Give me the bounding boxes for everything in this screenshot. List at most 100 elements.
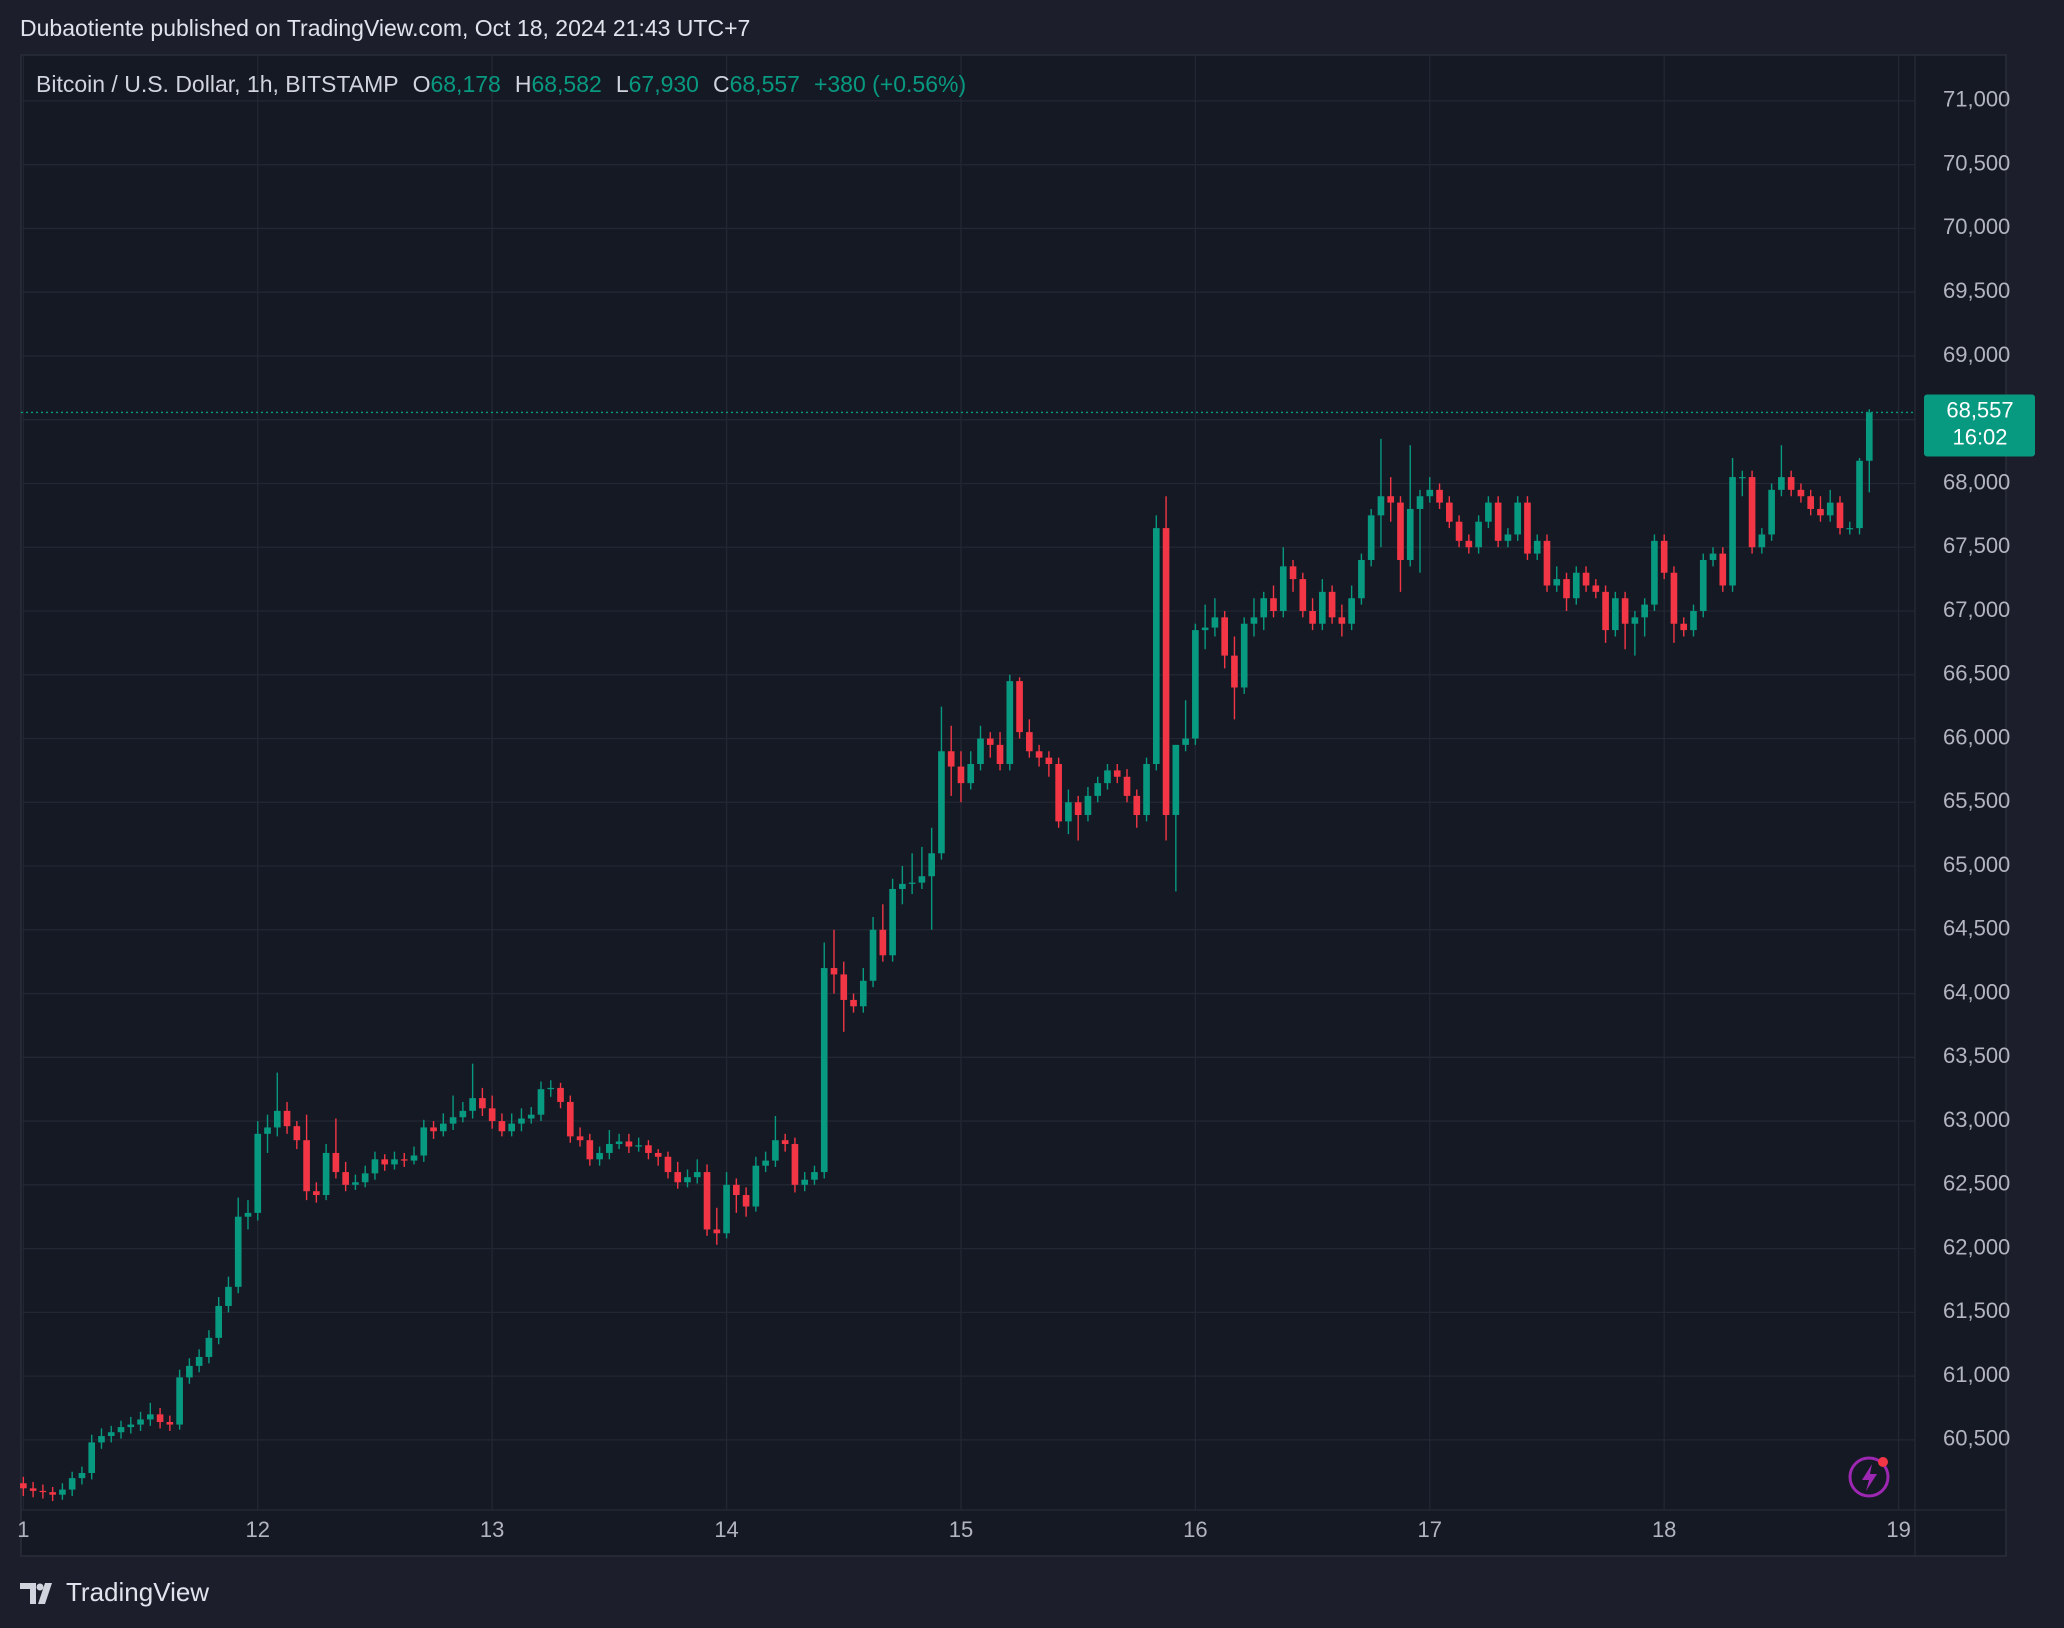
candle-body	[1348, 598, 1355, 624]
y-tick-label: 66,000	[1943, 724, 2010, 749]
legend: Bitcoin / U.S. Dollar, 1h, BITSTAMP O68,1…	[36, 71, 966, 97]
candle-body	[1104, 770, 1111, 784]
icon-dot	[1878, 1457, 1888, 1467]
candle-body	[1231, 655, 1238, 688]
candle-body	[693, 1172, 701, 1178]
candle-body	[127, 1424, 135, 1428]
candle-body	[498, 1121, 506, 1132]
candle-body	[713, 1229, 721, 1234]
candle-body	[547, 1087, 555, 1090]
candle-body	[742, 1195, 750, 1207]
candle-body	[1270, 598, 1277, 611]
y-tick-label: 71,000	[1943, 87, 2010, 112]
candle-body	[313, 1191, 320, 1196]
candle-body	[98, 1436, 105, 1443]
y-tick-label: 64,500	[1943, 916, 2010, 941]
legend-letter: H	[515, 71, 532, 97]
candle-body	[947, 751, 955, 767]
candle-body	[1739, 477, 1746, 479]
candle-body	[1260, 598, 1268, 618]
candle-body	[840, 974, 848, 1000]
candle-body	[1309, 610, 1316, 624]
candle-body	[215, 1305, 223, 1338]
candle-body	[1729, 477, 1736, 586]
candle-body	[1475, 521, 1482, 548]
candle-body	[1504, 534, 1512, 541]
candle-body	[576, 1136, 584, 1141]
candle-body	[645, 1145, 652, 1153]
candle-body	[654, 1152, 662, 1157]
candle-body	[283, 1110, 291, 1127]
y-tick-label: 63,500	[1943, 1043, 2010, 1068]
grid	[21, 55, 1915, 1510]
candle-body	[1621, 598, 1629, 624]
candle-body	[1602, 591, 1609, 631]
candle-body	[440, 1123, 447, 1132]
candle-body	[557, 1087, 564, 1102]
candle-body	[518, 1118, 525, 1124]
candle-body	[684, 1177, 691, 1183]
candle-body	[410, 1155, 418, 1161]
candle-body	[1553, 579, 1561, 586]
candle-body	[1592, 585, 1600, 592]
candle-body	[1113, 770, 1121, 777]
candle-body	[1690, 610, 1697, 631]
legend-letter: C	[713, 71, 730, 97]
candle-body	[381, 1159, 389, 1165]
candle-body	[107, 1432, 115, 1437]
candle-body	[957, 766, 965, 784]
candle-body	[967, 764, 975, 784]
price-tag	[1924, 394, 2035, 457]
candle-body	[733, 1184, 740, 1196]
candle-body	[1807, 496, 1815, 509]
candle-body	[1211, 617, 1219, 628]
candle-body	[1367, 515, 1375, 560]
candle-body	[371, 1159, 379, 1174]
candle-body	[811, 1172, 818, 1180]
candle-body	[1143, 764, 1150, 816]
y-tick-label: 62,000	[1943, 1234, 2010, 1259]
candle-body	[908, 882, 916, 884]
y-tick-label: 68,000	[1943, 469, 2010, 494]
candle-body	[1758, 534, 1766, 548]
candle-body	[1485, 502, 1492, 522]
candle-body	[1514, 502, 1522, 535]
candle-body	[156, 1414, 164, 1423]
candle-body	[1856, 460, 1863, 529]
candle-body	[400, 1159, 408, 1161]
x-tick-label: 16	[1183, 1517, 1207, 1542]
candle-body	[1279, 566, 1287, 611]
candle-body	[1778, 477, 1785, 490]
legend-close: 68,557	[730, 71, 800, 97]
candle-body	[59, 1489, 66, 1495]
x-tick-label: 17	[1418, 1517, 1442, 1542]
price-tag-label: 68,557	[1946, 397, 2013, 422]
candle-body	[20, 1483, 27, 1489]
candle-body	[1250, 617, 1258, 624]
candle-body	[674, 1172, 682, 1183]
candle-body	[996, 744, 1004, 765]
candle-body	[1016, 681, 1023, 733]
replay-icon[interactable]	[1848, 1456, 1890, 1498]
candle-body	[78, 1473, 86, 1479]
candle-body	[762, 1160, 769, 1166]
candle-body	[1436, 489, 1443, 503]
candle-body	[889, 888, 896, 956]
candle-body	[264, 1127, 271, 1134]
candle-body	[225, 1286, 232, 1306]
legend-low: 67,930	[629, 71, 699, 97]
x-tick-label: 15	[949, 1517, 973, 1542]
candle-body	[1026, 732, 1033, 752]
candle-body	[635, 1145, 642, 1147]
candle-body	[1221, 617, 1228, 656]
x-tick-label: 18	[1652, 1517, 1676, 1542]
candle-body	[1524, 502, 1531, 554]
published-note: Dubaotiente published on TradingView.com…	[20, 15, 750, 41]
candle-body	[205, 1337, 213, 1357]
x-tick-label: 12	[246, 1517, 270, 1542]
x-tick-label: 19	[1886, 1517, 1910, 1542]
candle-body	[1787, 477, 1795, 490]
candle-body	[1416, 496, 1424, 509]
y-tick-label: 62,500	[1943, 1171, 2010, 1196]
logo-dot	[36, 1583, 44, 1591]
